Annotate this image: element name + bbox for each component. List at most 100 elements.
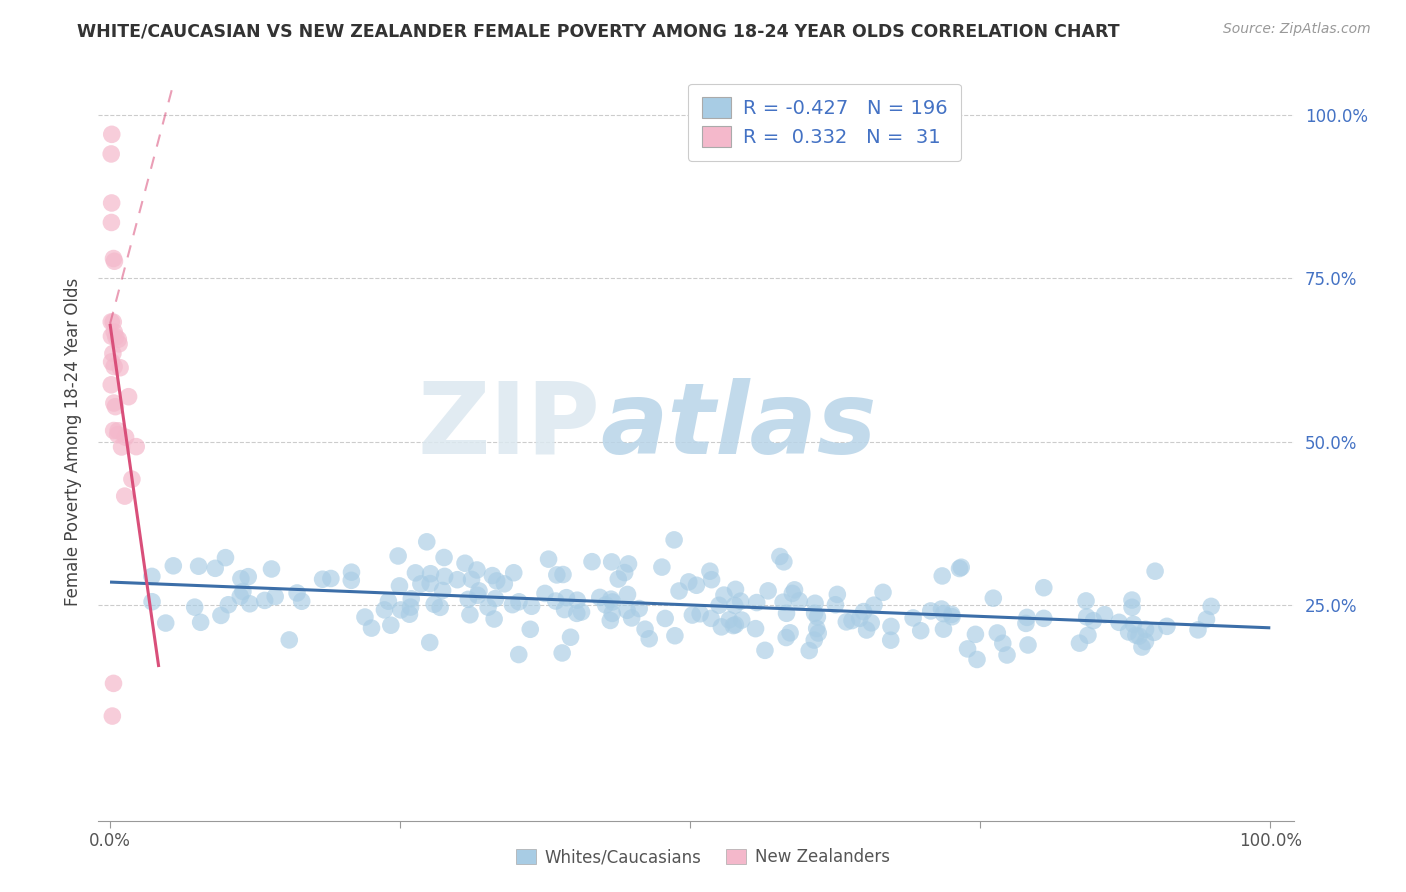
Point (724, 617, 747, 632)
Point (229, 572, 252, 586)
Point (264, 590, 287, 604)
Point (311, 572, 333, 586)
Point (731, 613, 754, 627)
Point (460, 572, 482, 586)
Point (931, 569, 953, 583)
Point (107, 427, 129, 442)
Point (920, 604, 942, 618)
Point (534, 586, 557, 600)
Point (454, 556, 477, 570)
Point (1069, 636, 1091, 650)
Point (104, 330, 127, 344)
Point (190, 615, 212, 630)
Point (595, 598, 617, 612)
Point (555, 591, 578, 605)
Point (100, 128, 122, 142)
Point (481, 568, 503, 582)
Point (100, 147, 122, 161)
Point (1122, 617, 1144, 632)
Point (114, 430, 136, 444)
Point (745, 596, 768, 610)
Legend: Whites/Caucasians, New Zealanders: Whites/Caucasians, New Zealanders (508, 840, 898, 875)
Point (662, 533, 685, 547)
Point (103, 325, 125, 339)
Point (432, 583, 454, 598)
Point (388, 579, 411, 593)
Point (291, 594, 314, 608)
Point (162, 558, 184, 573)
Point (941, 609, 963, 624)
Point (824, 598, 846, 612)
Point (707, 599, 730, 613)
Point (779, 625, 801, 640)
Point (599, 614, 621, 628)
Point (700, 573, 723, 587)
Point (806, 622, 828, 636)
Point (416, 534, 439, 549)
Point (260, 562, 283, 576)
Point (103, 254, 125, 268)
Point (468, 583, 491, 598)
Point (1199, 599, 1222, 614)
Point (600, 607, 623, 621)
Point (841, 614, 863, 628)
Legend: R = -0.427   N = 196, R =  0.332   N =  31: R = -0.427 N = 196, R = 0.332 N = 31 (689, 84, 962, 161)
Point (433, 550, 456, 565)
Point (613, 566, 636, 580)
Point (1108, 615, 1130, 630)
Point (520, 599, 543, 614)
Point (103, 359, 125, 374)
Point (1083, 614, 1105, 628)
Point (100, 196, 122, 211)
Point (567, 593, 589, 607)
Point (508, 648, 530, 662)
Point (681, 608, 703, 623)
Point (419, 635, 441, 649)
Point (103, 252, 125, 266)
Point (835, 615, 858, 629)
Point (183, 600, 205, 615)
Point (485, 574, 508, 588)
Point (744, 622, 766, 636)
Point (617, 557, 640, 571)
Point (484, 591, 506, 606)
Point (1130, 640, 1153, 654)
Point (1135, 623, 1157, 637)
Point (380, 618, 402, 632)
Point (1076, 610, 1098, 624)
Point (827, 587, 849, 601)
Point (398, 607, 420, 622)
Point (1156, 619, 1178, 633)
Point (217, 598, 239, 612)
Point (880, 619, 903, 633)
Point (966, 652, 988, 666)
Point (620, 611, 643, 625)
Point (103, 676, 125, 690)
Point (651, 560, 673, 574)
Point (214, 550, 236, 565)
Point (571, 605, 593, 619)
Text: atlas: atlas (600, 378, 877, 475)
Point (581, 555, 603, 569)
Text: ZIP: ZIP (418, 378, 600, 475)
Point (100, 377, 122, 392)
Point (616, 587, 638, 601)
Point (477, 600, 499, 615)
Point (399, 600, 422, 615)
Point (754, 643, 776, 657)
Point (519, 622, 541, 636)
Point (104, 400, 127, 414)
Point (723, 618, 745, 632)
Point (1195, 612, 1218, 626)
Point (775, 631, 797, 645)
Point (852, 605, 875, 619)
Point (387, 549, 409, 563)
Point (1017, 638, 1039, 652)
Point (773, 555, 796, 569)
Point (501, 598, 523, 612)
Point (546, 568, 568, 582)
Point (950, 560, 973, 574)
Point (354, 610, 377, 624)
Point (238, 569, 260, 583)
Text: WHITE/CAUCASIAN VS NEW ZEALANDER FEMALE POVERTY AMONG 18-24 YEAR OLDS CORRELATIO: WHITE/CAUCASIAN VS NEW ZEALANDER FEMALE … (77, 22, 1121, 40)
